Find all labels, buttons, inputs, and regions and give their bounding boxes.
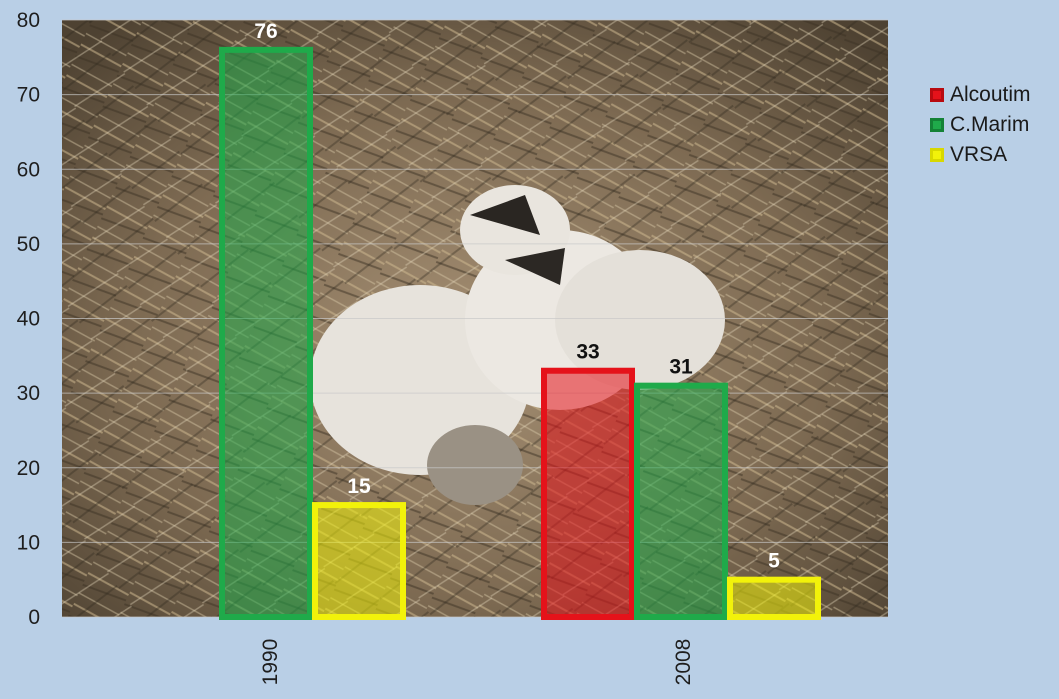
y-tick-label: 50 (17, 233, 40, 256)
y-tick-label: 30 (17, 382, 40, 405)
y-tick-label: 40 (17, 308, 40, 331)
bar-cmarim-2008 (634, 382, 728, 620)
x-tick-label: 1990 (259, 639, 282, 686)
legend-item-alcoutim: Alcoutim (930, 80, 1031, 110)
legend-swatch-alcoutim (930, 88, 944, 102)
legend-label-vrsa: VRSA (950, 143, 1008, 166)
stork-chicks (310, 185, 725, 505)
y-axis-ticks: 0 10 20 30 40 50 60 70 80 (17, 9, 40, 629)
bar-vrsa-2008 (727, 576, 821, 620)
data-label: 31 (669, 356, 693, 379)
y-tick-label: 60 (17, 158, 40, 181)
legend-item-cmarim: C.Marim (930, 110, 1031, 140)
y-tick-label: 80 (17, 9, 40, 32)
x-axis-ticks: 1990 2008 (259, 639, 695, 686)
data-label: 5 (768, 550, 780, 573)
legend: Alcoutim C.Marim VRSA (930, 80, 1031, 170)
gridlines (62, 19, 888, 618)
legend-swatch-vrsa (930, 148, 944, 162)
legend-swatch-cmarim (930, 118, 944, 132)
data-label: 15 (347, 475, 371, 498)
bar-vrsa-1990 (312, 502, 406, 620)
x-tick-label: 2008 (672, 639, 695, 686)
legend-label-cmarim: C.Marim (950, 113, 1030, 136)
bar-cmarim-1990 (219, 46, 313, 621)
legend-label-alcoutim: Alcoutim (950, 83, 1031, 106)
y-tick-label: 70 (17, 84, 40, 107)
data-label: 76 (254, 20, 277, 43)
y-tick-label: 10 (17, 531, 40, 554)
y-tick-label: 20 (17, 457, 40, 480)
data-labels: 76 15 33 31 5 (254, 20, 780, 573)
bar-alcoutim-2008 (541, 367, 635, 620)
bars (219, 46, 821, 621)
data-label: 33 (576, 341, 599, 364)
y-tick-label: 0 (28, 606, 40, 629)
legend-item-vrsa: VRSA (930, 140, 1031, 170)
